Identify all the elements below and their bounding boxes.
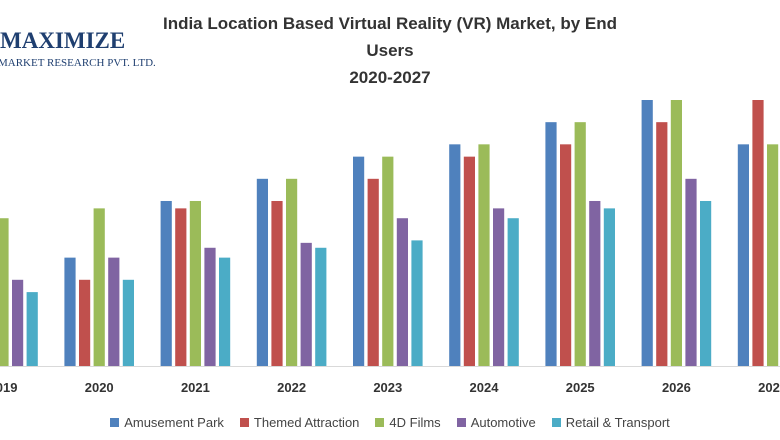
bar-2022-2 xyxy=(286,178,298,366)
bar-2025-2 xyxy=(574,122,586,367)
bar-2021-0 xyxy=(160,200,172,366)
company-logo: MAXIMIZE MARKET RESEARCH PVT. LTD. xyxy=(0,28,160,76)
legend-label: Automotive xyxy=(470,414,536,430)
chart-title: India Location Based Virtual Reality (VR… xyxy=(162,14,618,60)
legend-label: Themed Attraction xyxy=(253,414,360,430)
legend-label: Amusement Park xyxy=(124,414,224,430)
bar-2024-0 xyxy=(449,144,461,366)
x-tick-label: 2023 xyxy=(373,380,402,395)
bar-2023-3 xyxy=(396,218,408,366)
legend-item: 4D Films xyxy=(375,414,441,430)
bar-2023-4 xyxy=(411,240,423,366)
legend-item: Retail & Transport xyxy=(551,414,670,430)
bar-2024-4 xyxy=(507,218,519,366)
bar-2020-0 xyxy=(64,257,76,366)
bar-2022-4 xyxy=(315,247,327,366)
bar-2025-1 xyxy=(560,144,572,366)
x-tick-label: 2024 xyxy=(470,380,500,395)
chart-title-block: India Location Based Virtual Reality (VR… xyxy=(140,10,640,91)
bar-2023-1 xyxy=(367,178,379,366)
bar-2026-3 xyxy=(685,178,697,366)
bar-2023-2 xyxy=(382,156,394,366)
logo-name: MAXIMIZE xyxy=(0,28,126,53)
bar-2019-4 xyxy=(26,292,38,366)
chart-subtitle: 2020-2027 xyxy=(349,68,431,87)
bar-2027-1 xyxy=(752,100,764,366)
bar-2027-0 xyxy=(737,144,749,366)
bar-chart: 2019 2020 2021 2022 2023 2024 2025 2026 2027 xyxy=(0,100,780,395)
legend-swatch xyxy=(456,417,466,427)
bar-2024-3 xyxy=(493,208,505,366)
bar-2026-1 xyxy=(656,122,668,367)
x-tick-label: 2026 xyxy=(662,380,691,395)
bar-2019-2 xyxy=(0,218,9,366)
x-tick-label: 2027 xyxy=(758,380,780,395)
x-tick-label: 2020 xyxy=(85,380,114,395)
chart-legend: Amusement Park Themed Attraction 4D Films A… xyxy=(0,411,780,433)
legend-swatch xyxy=(110,417,120,427)
bar-2022-3 xyxy=(300,242,312,366)
bar-2025-4 xyxy=(603,208,615,366)
legend-item: Automotive xyxy=(456,414,536,430)
bar-2021-2 xyxy=(189,200,201,366)
bar-2025-0 xyxy=(545,122,557,367)
x-tick-label: 2022 xyxy=(277,380,306,395)
bar-2023-0 xyxy=(353,156,365,366)
bar-2020-1 xyxy=(79,279,91,366)
legend-label: 4D Films xyxy=(389,414,441,430)
bar-2024-1 xyxy=(463,156,475,366)
legend-swatch xyxy=(375,417,385,427)
bar-2026-4 xyxy=(700,200,712,366)
bar-2027-2 xyxy=(767,144,779,366)
bar-2020-4 xyxy=(122,279,134,366)
bar-2019-3 xyxy=(12,279,24,366)
legend-item: Amusement Park xyxy=(110,415,224,430)
legend-item: Themed Attraction xyxy=(239,414,360,430)
bar-2020-2 xyxy=(93,208,105,366)
bar-2024-2 xyxy=(478,144,490,366)
x-tick-label: 2021 xyxy=(181,380,210,395)
logo-tagline: MARKET RESEARCH PVT. LTD. xyxy=(0,57,156,69)
bar-2022-0 xyxy=(256,178,268,366)
bar-2020-3 xyxy=(108,257,120,366)
x-tick-label: 2019 xyxy=(0,380,17,395)
bar-2021-3 xyxy=(204,247,216,366)
bar-2026-2 xyxy=(670,100,682,366)
bar-2021-1 xyxy=(175,208,187,366)
bar-2025-3 xyxy=(589,200,601,366)
bar-2026-0 xyxy=(641,100,653,366)
x-tick-label: 2025 xyxy=(566,380,595,395)
legend-label: Retail & Transport xyxy=(565,414,670,430)
legend-swatch xyxy=(551,417,561,427)
legend-swatch xyxy=(239,417,249,427)
bar-2021-4 xyxy=(219,257,231,366)
bar-2022-1 xyxy=(271,200,283,366)
